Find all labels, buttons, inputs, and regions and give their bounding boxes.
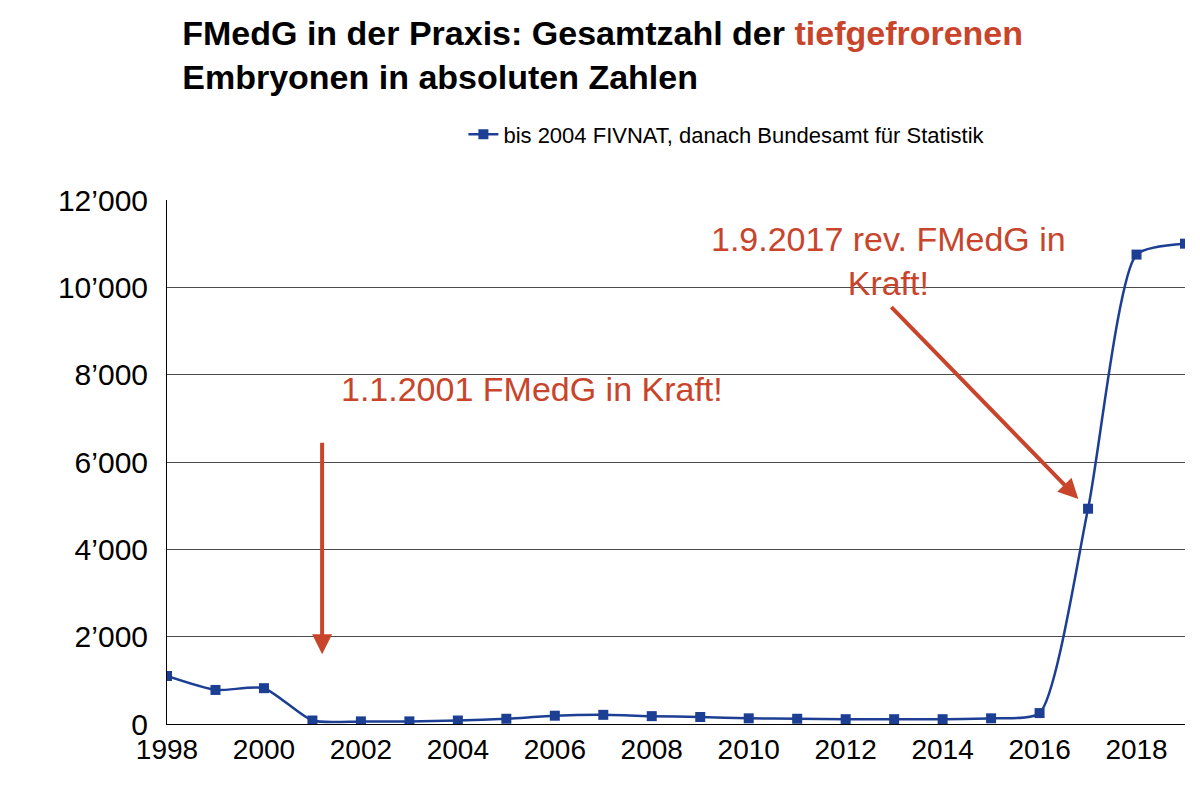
svg-text:2000: 2000	[233, 734, 295, 765]
svg-text:8’000: 8’000	[75, 358, 148, 391]
svg-text:2008: 2008	[621, 734, 683, 765]
svg-text:2010: 2010	[718, 734, 780, 765]
svg-text:FMedG in der Praxis: Gesamtzah: FMedG in der Praxis: Gesamtzahl der tief…	[182, 14, 1023, 96]
svg-text:10’000: 10’000	[58, 271, 148, 304]
svg-text:2014: 2014	[911, 734, 973, 765]
svg-text:6’000: 6’000	[75, 446, 148, 479]
svg-text:1998: 1998	[136, 734, 198, 765]
svg-text:1.1.2001 FMedG in Kraft!: 1.1.2001 FMedG in Kraft!	[341, 370, 723, 408]
svg-text:2002: 2002	[330, 734, 392, 765]
svg-text:4’000: 4’000	[75, 533, 148, 566]
svg-text:12’000: 12’000	[58, 184, 148, 217]
svg-text:0: 0	[131, 708, 148, 741]
svg-text:bis 2004 FIVNAT, danach Bundes: bis 2004 FIVNAT, danach Bundesamt für St…	[503, 123, 984, 148]
svg-text:1.9.2017 rev. FMedG inKraft!: 1.9.2017 rev. FMedG inKraft!	[711, 220, 1066, 302]
svg-text:2004: 2004	[427, 734, 489, 765]
svg-text:2016: 2016	[1008, 734, 1070, 765]
svg-text:2006: 2006	[524, 734, 586, 765]
svg-text:2018: 2018	[1105, 734, 1167, 765]
svg-text:2’000: 2’000	[75, 620, 148, 653]
svg-text:2012: 2012	[815, 734, 877, 765]
